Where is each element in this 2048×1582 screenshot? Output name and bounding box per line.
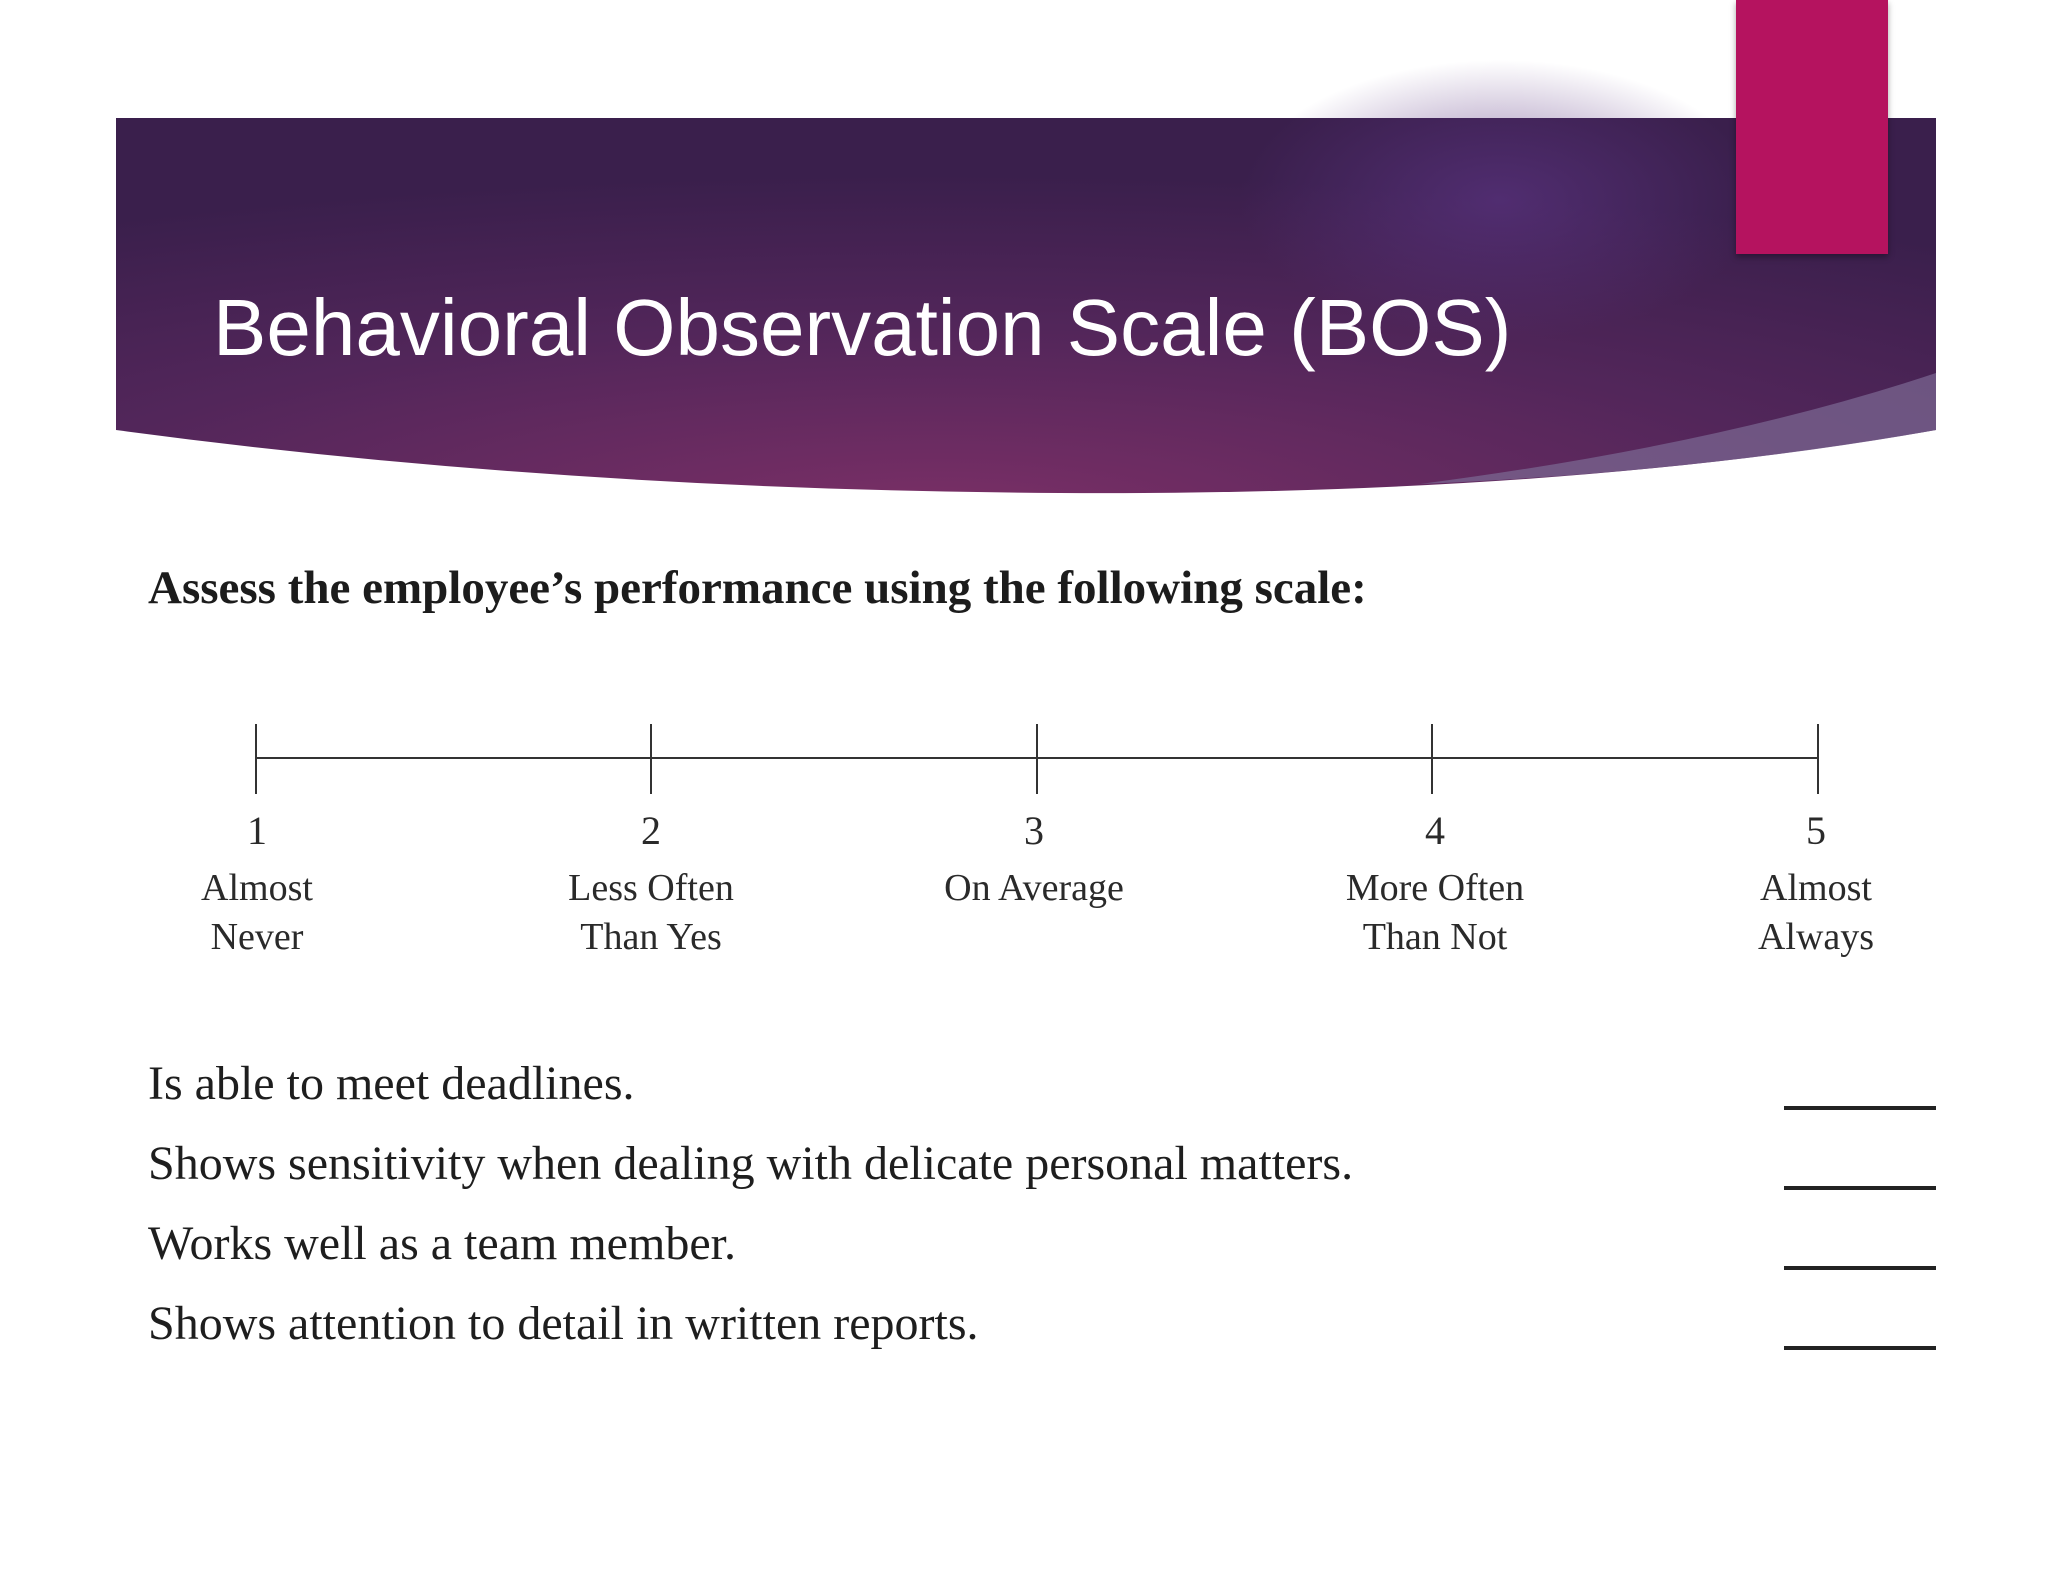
behavior-item: Works well as a team member.	[148, 1214, 1938, 1294]
scale-label: Almost Never	[201, 867, 313, 958]
behavior-item-text: Shows attention to detail in written rep…	[148, 1297, 979, 1350]
scale-label: Almost Always	[1757, 867, 1875, 958]
behavior-item-text: Is able to meet deadlines.	[148, 1057, 635, 1110]
behavior-item: Is able to meet deadlines.	[148, 1054, 1938, 1134]
behavior-item: Shows sensitivity when dealing with deli…	[148, 1134, 1938, 1214]
scale-number: 5	[1806, 808, 1826, 853]
scale-number: 3	[1024, 808, 1044, 853]
slide-title: Behavioral Observation Scale (BOS)	[213, 283, 1512, 372]
title-banner	[116, 60, 1936, 494]
scale-point-1: 1 Almost Never	[107, 806, 407, 962]
rating-blank[interactable]	[1784, 1186, 1936, 1190]
scale-number: 1	[247, 808, 267, 853]
scale-point-2: 2 Less Often Than Yes	[501, 806, 801, 962]
scale-number: 2	[641, 808, 661, 853]
scale-point-4: 4 More Often Than Not	[1285, 806, 1585, 962]
rating-blank[interactable]	[1784, 1346, 1936, 1350]
scale-instruction: Assess the employee’s performance using …	[148, 562, 1367, 614]
scale-number: 4	[1425, 808, 1445, 853]
behavior-item: Shows attention to detail in written rep…	[148, 1294, 1938, 1374]
scale-point-5: 5 Almost Always	[1666, 806, 1966, 962]
behavior-item-list: Is able to meet deadlines. Shows sensiti…	[148, 1054, 1938, 1374]
scale-label: On Average	[944, 867, 1124, 909]
behavior-item-text: Shows sensitivity when dealing with deli…	[148, 1137, 1354, 1190]
rating-blank[interactable]	[1784, 1106, 1936, 1110]
accent-tab	[1736, 0, 1888, 254]
scale-point-3: 3 On Average	[884, 806, 1184, 913]
scale-label: Less Often Than Yes	[568, 867, 734, 958]
rating-blank[interactable]	[1784, 1266, 1936, 1270]
behavior-item-text: Works well as a team member.	[148, 1217, 736, 1270]
rating-scale-line	[255, 724, 1819, 794]
scale-label: More Often Than Not	[1345, 867, 1525, 958]
